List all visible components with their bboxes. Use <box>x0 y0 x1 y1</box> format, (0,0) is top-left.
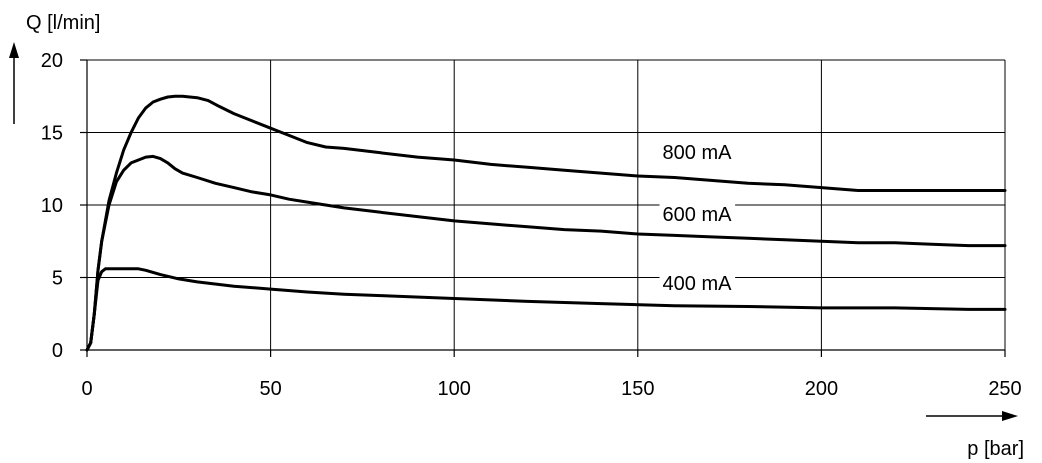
y-tick-label: 15 <box>41 123 63 145</box>
x-tick-label: 150 <box>621 378 654 400</box>
series-line-1 <box>85 154 1007 352</box>
y-tick-label: 0 <box>52 340 63 362</box>
x-tick-label: 100 <box>438 378 471 400</box>
series-group <box>85 94 1007 352</box>
series-labels: 800 mA 600 mA 400 mA <box>659 141 736 296</box>
x-axis-arrow-icon <box>926 411 1018 421</box>
series-label-background <box>659 272 736 296</box>
y-axis-arrow-icon <box>9 42 19 124</box>
x-tick-label: 0 <box>81 378 92 400</box>
axes <box>80 59 1006 357</box>
series-label-background <box>659 141 736 165</box>
x-axis-label: p [bar] <box>967 438 1024 460</box>
y-tick-label: 20 <box>41 50 63 72</box>
x-tick-label: 200 <box>805 378 838 400</box>
series-label-2: 400 mA <box>663 273 733 295</box>
series-line-0 <box>85 94 1007 352</box>
series-label-background <box>659 203 736 227</box>
x-tick-label: 250 <box>988 378 1021 400</box>
x-tick-label: 50 <box>259 378 281 400</box>
series-label-1: 600 mA <box>663 204 733 226</box>
y-tick-label: 5 <box>52 268 63 290</box>
y-tick-label: 10 <box>41 195 63 217</box>
series-label-0: 800 mA <box>663 142 733 164</box>
grid <box>87 59 1006 350</box>
y-axis-label: Q [l/min] <box>26 12 100 34</box>
tick-labels: 0 50 100 150 200 250 0 5 10 15 20 <box>41 50 1022 400</box>
series-line-2 <box>85 267 1007 352</box>
